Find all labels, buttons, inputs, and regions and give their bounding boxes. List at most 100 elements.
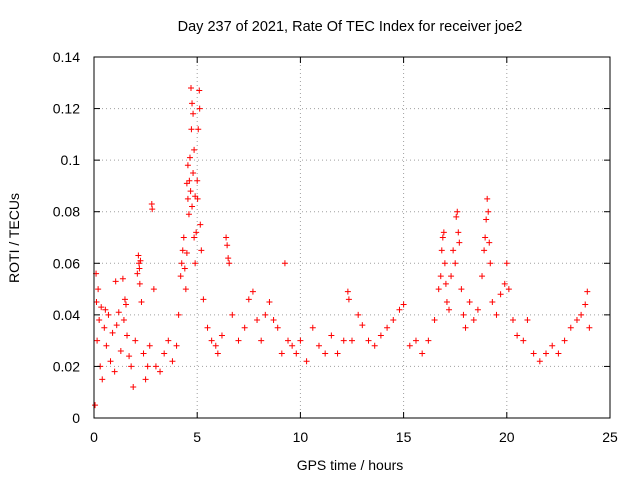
data-point [196,105,203,112]
data-point [460,311,467,318]
data-point [245,296,252,303]
data-point [435,286,442,293]
data-point [191,234,198,241]
data-point [567,324,574,331]
data-point [278,350,285,357]
x-tick-label: 15 [396,429,412,445]
y-tick-label: 0.04 [53,307,80,323]
data-point [586,324,593,331]
data-point [543,350,550,357]
data-point [117,347,124,354]
data-point [431,317,438,324]
data-point [142,376,149,383]
data-point [187,188,194,195]
data-point [281,260,288,267]
data-point [514,332,521,339]
data-point [453,213,460,220]
data-point [137,257,144,264]
data-point [212,342,219,349]
data-point [225,255,232,262]
data-point [289,342,296,349]
data-point [191,146,198,153]
data-point [334,350,341,357]
data-point [186,154,193,161]
data-point [482,234,489,241]
data-point [120,317,127,324]
data-point [186,177,193,184]
data-point [262,311,269,318]
data-points [92,84,593,409]
data-point [136,280,143,287]
data-point [285,337,292,344]
data-point [194,195,201,202]
data-point [204,324,211,331]
data-point [229,311,236,318]
data-point [439,234,446,241]
data-point [103,342,110,349]
data-point [390,317,397,324]
data-point [254,317,261,324]
data-point [486,239,493,246]
data-point [198,247,205,254]
data-point [92,402,99,409]
data-point [128,363,135,370]
data-point [345,296,352,303]
data-point [132,337,139,344]
data-point [148,200,155,207]
data-point [175,311,182,318]
data-point [455,229,462,236]
data-point [102,306,109,313]
data-point [303,358,310,365]
data-point [150,286,157,293]
data-point [224,242,231,249]
y-axis-label: ROTI / TECUs [6,193,22,283]
data-point [184,195,191,202]
data-point [484,195,491,202]
data-point [169,358,176,365]
y-tick-label: 0.02 [53,358,80,374]
data-point [309,324,316,331]
data-point [152,363,159,370]
data-point [501,280,508,287]
data-point [178,260,185,267]
data-point [349,337,355,344]
data-point [109,329,116,336]
data-point [218,332,225,339]
data-point [188,84,195,91]
data-point [235,337,242,344]
data-point [105,311,112,318]
data-point [505,286,512,293]
data-point [443,298,450,305]
data-point [406,342,413,349]
data-point [115,309,122,316]
data-point [297,337,304,344]
data-point [493,311,500,318]
data-point [181,265,188,272]
data-point [190,110,197,117]
data-point [96,317,103,324]
data-point [112,278,119,285]
data-point [549,342,556,349]
y-tick-label: 0 [72,410,80,426]
data-point [487,260,494,267]
data-point [183,249,190,256]
grid [94,57,610,418]
data-point [274,324,281,331]
data-point [448,273,455,280]
data-point [94,337,101,344]
data-point [442,280,449,287]
data-point [113,322,120,329]
data-point [524,317,531,324]
data-point [377,332,384,339]
data-point [489,298,496,305]
data-point [249,288,256,295]
data-point [241,324,248,331]
data-point [200,296,207,303]
data-point [214,350,221,357]
data-point [258,337,265,344]
plot-frame [93,56,611,419]
data-point [95,286,102,293]
data-point [179,247,186,254]
data-point [530,350,537,357]
